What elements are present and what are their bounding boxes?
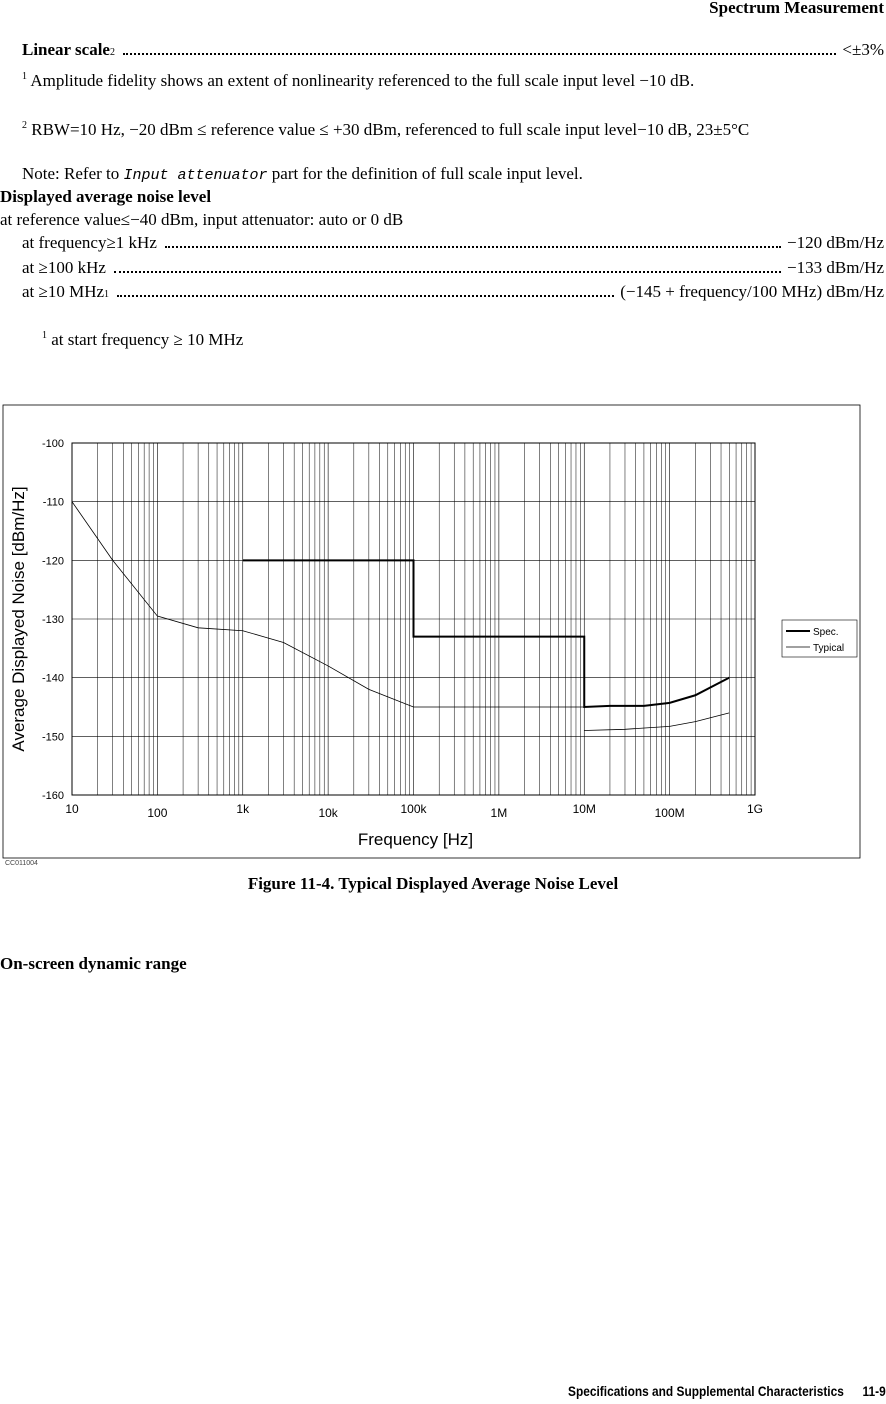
x-tick-label: 1k (236, 802, 250, 816)
footnote-text: at start frequency ≥ 10 MHz (51, 330, 244, 349)
spec-label: at ≥10 MHz (22, 282, 105, 301)
annotation: CC011004 (5, 860, 38, 867)
leader (113, 271, 782, 273)
y-tick-label: -140 (42, 673, 64, 685)
y-axis-label: Average Displayed Noise [dBm/Hz] (9, 486, 28, 751)
x-tick-label: 100k (400, 802, 427, 816)
y-tick-label: -120 (42, 555, 64, 567)
note-suffix: part for the definition of full scale in… (267, 164, 583, 183)
series-line (242, 559, 730, 709)
spec-value: (−145 + frequency/100 MHz) dBm/Hz (620, 282, 884, 301)
note-1: 1 Amplitude fidelity shows an extent of … (22, 65, 884, 94)
leader (122, 53, 837, 55)
section-heading: On-screen dynamic range (0, 954, 187, 973)
spec-label: at frequency≥1 kHz (22, 233, 157, 252)
note: Note: Refer to Input attenuator part for… (22, 164, 583, 184)
chart-frame (2, 404, 861, 859)
x-tick-label: 10k (318, 806, 338, 820)
x-tick-label: 100M (655, 806, 685, 820)
spec-value: −133 dBm/Hz (787, 258, 884, 277)
spec-row: at ≥100 kHz −133 dBm/Hz (22, 258, 884, 278)
note-2: 2 RBW=10 Hz, −20 dBm ≤ reference value ≤… (22, 114, 842, 143)
sup: 1 (104, 289, 110, 300)
sup: 2 (109, 47, 115, 58)
header-title: Spectrum Measurement (709, 0, 884, 17)
x-tick-label: 100 (147, 806, 167, 820)
sup: 2 (22, 120, 27, 131)
x-tick-label: 10 (65, 802, 79, 816)
leader (117, 295, 615, 297)
spec-label: at ≥100 kHz (22, 258, 106, 277)
note-text: RBW=10 Hz, −20 dBm ≤ reference value ≤ +… (31, 120, 750, 139)
x-axis-label: Frequency [Hz] (358, 830, 473, 849)
legend-box (781, 619, 858, 658)
legend-label: Typical (813, 643, 844, 654)
sup: 1 (42, 330, 47, 341)
spec-row: at ≥10 MHz 1 (−145 + frequency/100 MHz) dB… (22, 282, 884, 302)
chart: -160 -150 -140 -130 -120 -110 -100 10 100 1k 10k 10… (2, 404, 861, 867)
note-emph: Input attenuator (123, 167, 268, 184)
plot-frame (71, 442, 756, 796)
section-heading: Displayed average noise level (0, 187, 212, 206)
y-tick-label: -130 (42, 614, 64, 626)
x-tick-label: 1M (491, 806, 508, 820)
x-tick-label: 10M (573, 802, 596, 816)
footer-title: Specifications and Supplemental Characte… (568, 1383, 845, 1399)
figure-caption: Figure 11-4. Typical Displayed Average N… (247, 874, 619, 893)
spec-label: Linear scale (22, 40, 110, 59)
note-text: Amplitude fidelity shows an extent of no… (30, 71, 695, 90)
y-tick-label: -100 (42, 438, 64, 450)
spec-row: Linear scale 2 <±3% (22, 40, 884, 60)
condition: at reference value≤−40 dBm, input attenu… (0, 210, 404, 229)
y-tick-label: -110 (43, 497, 64, 509)
x-tick-label: 1G (747, 802, 763, 816)
note-prefix: Note: Refer to (22, 164, 124, 183)
page-number: 11-9 (862, 1383, 886, 1399)
y-tick-label: -160 (42, 790, 64, 802)
leader (164, 246, 782, 248)
spec-value: −120 dBm/Hz (787, 233, 884, 252)
sup: 1 (22, 71, 27, 82)
footnote: 1 at start frequency ≥ 10 MHz (42, 330, 243, 350)
y-tick-label: -150 (42, 731, 64, 743)
legend-label: Spec. (813, 627, 839, 638)
series-line (71, 501, 730, 731)
spec-row: at frequency≥1 kHz −120 dBm/Hz (22, 233, 884, 253)
spec-value: <±3% (842, 40, 884, 59)
footer: Specifications and Supplemental Characte… (568, 1383, 886, 1399)
